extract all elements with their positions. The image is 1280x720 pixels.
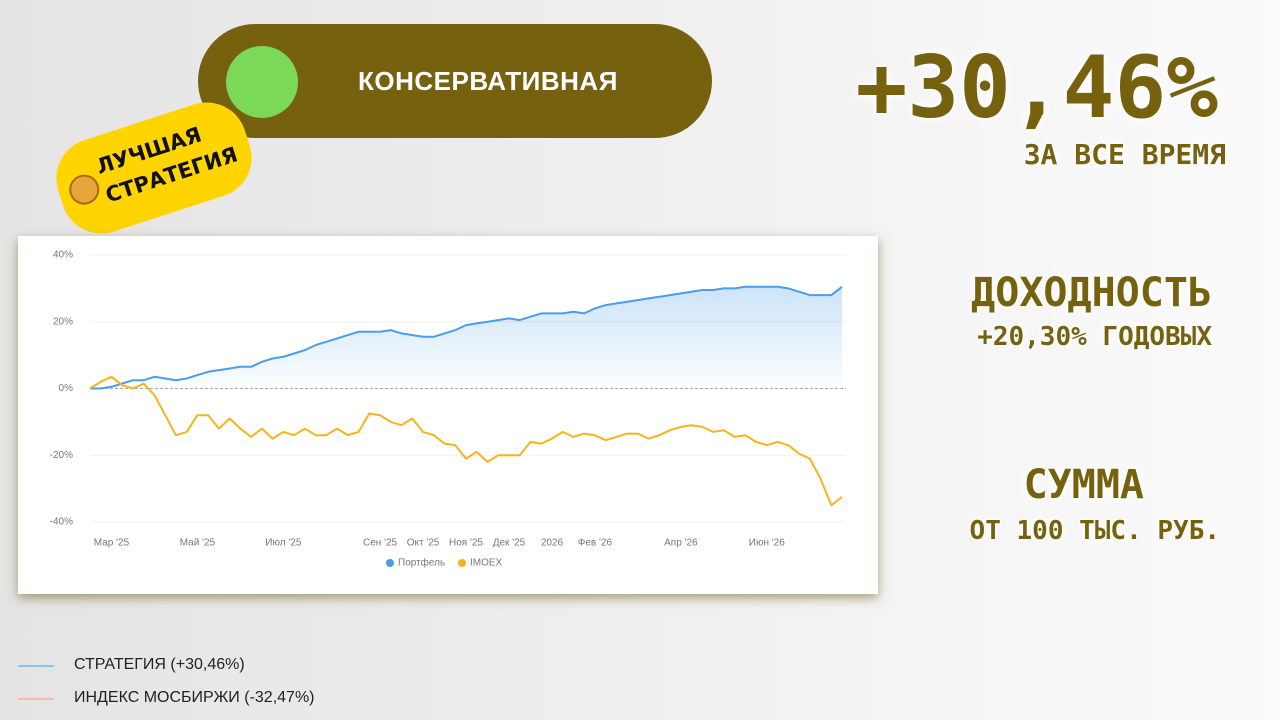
- strategy-badge: КОНСЕРВАТИВНАЯ: [198, 24, 712, 138]
- x-tick-label: Июн '26: [749, 538, 785, 549]
- legend-note: ИНДЕКС МОСБИРЖИ (-32,47%): [74, 689, 315, 706]
- status-dot: [226, 46, 298, 118]
- legend-note: СТРАТЕГИЯ (+30,46%): [74, 656, 245, 673]
- y-tick-label: 40%: [53, 250, 73, 261]
- series-line: [90, 285, 843, 390]
- x-tick-label: Дек '25: [493, 538, 526, 549]
- stat-title: ДОХОДНОСТЬ: [971, 270, 1212, 316]
- x-tick-label: Фев '26: [578, 538, 613, 549]
- y-tick-label: -40%: [50, 517, 73, 528]
- stat-title: СУММА: [1023, 462, 1144, 508]
- x-tick-label: Ноя '25: [449, 538, 483, 549]
- x-tick-label: 2026: [541, 538, 564, 549]
- y-tick-label: 0%: [59, 383, 74, 394]
- legend-line: [18, 698, 54, 700]
- stat-value: ОТ 100 ТЫС. РУБ.: [969, 516, 1220, 546]
- x-tick-label: Май '25: [180, 538, 216, 549]
- x-tick-label: Апр '26: [664, 538, 698, 549]
- legend-swatch: [458, 559, 466, 567]
- series-line: [89, 375, 843, 507]
- stat-value: +20,30% ГОДОВЫХ: [977, 322, 1212, 352]
- chart-card: -40% -20% 0% 20% 40% Мар '25 Май '25 Июл '25 Сен…: [18, 236, 878, 594]
- y-tick-label: -20%: [50, 450, 73, 461]
- total-return: +30,46%: [855, 38, 1218, 138]
- legend-line: [18, 665, 54, 667]
- best-sticker: ЛУЧШАЯ СТРАТЕГИЯ: [45, 92, 263, 244]
- series-area: [90, 286, 842, 389]
- legend-label: IMOEX: [470, 558, 503, 569]
- x-tick-label: Июл '25: [265, 538, 302, 549]
- x-tick-label: Окт '25: [407, 538, 440, 549]
- badge-text: КОНСЕРВАТИВНАЯ: [358, 66, 618, 96]
- x-tick-label: Сен '25: [363, 538, 398, 549]
- chart: -40% -20% 0% 20% 40% Мар '25 Май '25 Июл '25 Сен…: [50, 250, 846, 569]
- medal-icon: [65, 170, 104, 209]
- total-caption: ЗА ВСЕ ВРЕМЯ: [1023, 138, 1226, 171]
- legend-swatch: [386, 559, 394, 567]
- legend-label: Портфель: [398, 557, 445, 569]
- y-tick-label: 20%: [53, 316, 73, 327]
- x-tick-label: Мар '25: [94, 538, 130, 549]
